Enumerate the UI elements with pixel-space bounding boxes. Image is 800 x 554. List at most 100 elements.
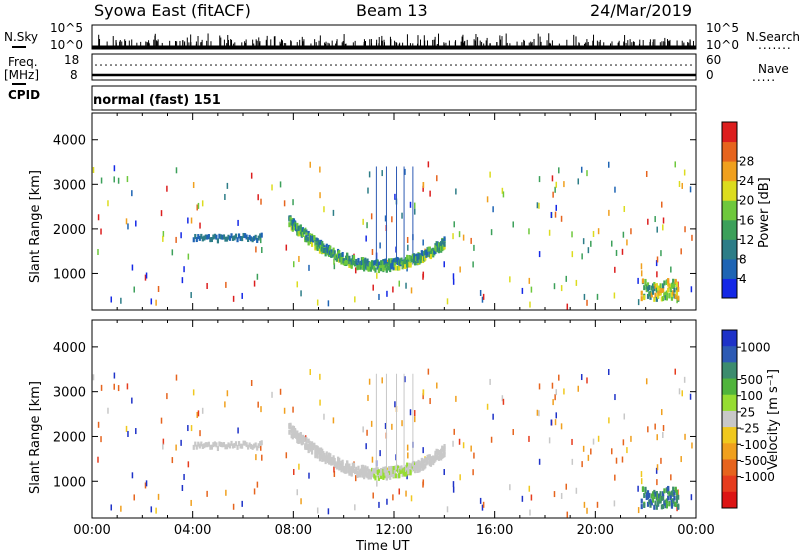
data-point xyxy=(565,275,568,282)
echo-cell xyxy=(436,246,439,252)
data-point xyxy=(422,393,424,400)
power-colorbar-label: 8 xyxy=(739,252,747,266)
nave-dot xyxy=(145,64,147,66)
echo-cell xyxy=(367,260,370,266)
echo-cell xyxy=(359,260,362,266)
echo-cell xyxy=(416,461,419,467)
echo-cell xyxy=(640,498,643,504)
echo-cell xyxy=(377,475,380,481)
echo-cell xyxy=(253,235,256,241)
data-point xyxy=(404,376,406,383)
echo-cell xyxy=(662,296,665,302)
echo-cell xyxy=(257,235,260,241)
data-point xyxy=(656,464,659,471)
data-point xyxy=(571,251,574,258)
data-point xyxy=(319,166,321,173)
echo-cell xyxy=(316,238,319,244)
echo-cell xyxy=(314,241,317,247)
data-point xyxy=(575,487,578,494)
velocity-colorbar-cell xyxy=(722,427,737,444)
data-point xyxy=(554,394,556,401)
echo-cell xyxy=(320,451,323,457)
echo-cell xyxy=(296,227,299,233)
data-point xyxy=(283,200,286,207)
data-point xyxy=(183,473,185,480)
data-point xyxy=(256,481,259,488)
echo-cell xyxy=(207,441,210,447)
power-colorbar-label: 24 xyxy=(739,174,754,188)
data-point xyxy=(187,425,189,432)
echo-cell xyxy=(308,444,311,450)
echo-cell xyxy=(403,466,407,472)
freq-unit-label: [MHz] xyxy=(4,68,40,82)
data-point xyxy=(155,299,157,306)
data-point xyxy=(407,452,409,459)
data-point xyxy=(120,505,122,512)
echo-cell xyxy=(397,265,400,271)
echo-cell xyxy=(367,266,370,272)
echo-cell xyxy=(430,456,434,462)
echo-cell xyxy=(314,245,317,251)
data-point xyxy=(135,428,137,435)
echo-cell xyxy=(369,266,373,272)
echo-cell xyxy=(380,262,383,268)
echo-cell xyxy=(440,245,443,251)
echo-cell xyxy=(418,460,421,466)
echo-cell xyxy=(348,262,351,268)
echo-cell xyxy=(398,265,401,271)
echo-cell xyxy=(341,251,344,257)
echo-cell xyxy=(435,448,438,454)
echo-cell xyxy=(308,236,311,242)
data-point xyxy=(470,445,472,452)
echo-cell xyxy=(213,441,217,447)
echo-cell xyxy=(346,460,349,466)
echo-cell xyxy=(429,251,433,257)
data-point xyxy=(554,186,556,193)
nave-dot xyxy=(315,64,317,66)
echo-cell xyxy=(327,244,331,250)
data-point xyxy=(171,457,174,464)
velocity-colorbar-cell xyxy=(722,443,737,460)
data-point xyxy=(405,282,407,289)
nave-dot xyxy=(595,64,597,66)
echo-cell xyxy=(436,454,439,460)
echo-cell xyxy=(404,471,408,477)
echo-cell xyxy=(204,234,207,240)
data-point xyxy=(298,255,300,262)
echo-cell xyxy=(376,262,379,268)
echo-cell xyxy=(378,472,382,478)
echo-cell xyxy=(656,293,660,299)
nave-dot xyxy=(350,64,352,66)
data-point xyxy=(529,509,531,516)
data-point xyxy=(551,175,554,182)
echo-cell xyxy=(394,257,397,263)
echo-cell xyxy=(364,260,367,266)
nave-dot xyxy=(530,64,532,66)
data-point xyxy=(678,180,681,187)
count-panel-frame xyxy=(91,24,697,50)
data-point xyxy=(613,500,616,507)
data-point xyxy=(550,211,553,218)
data-point xyxy=(180,232,182,239)
echo-cell xyxy=(318,452,322,458)
echo-cell xyxy=(307,438,310,444)
echo-cell xyxy=(305,437,308,443)
data-point xyxy=(436,175,438,182)
echo-cell xyxy=(198,443,201,449)
data-point xyxy=(581,253,583,260)
data-point xyxy=(296,489,299,496)
echo-cell xyxy=(437,248,440,254)
echo-cell xyxy=(331,249,334,255)
echo-cell xyxy=(360,257,363,263)
data-point xyxy=(226,390,229,397)
echo-cell xyxy=(382,261,385,267)
echo-cell xyxy=(291,224,294,230)
nave-dot xyxy=(645,64,647,66)
data-point xyxy=(394,193,396,200)
echo-cell xyxy=(224,236,227,242)
echo-cell xyxy=(663,280,666,286)
echo-cell xyxy=(320,454,323,460)
echo-cell xyxy=(407,466,410,472)
nsky-label: N.Sky xyxy=(4,30,39,44)
data-point xyxy=(232,295,235,302)
